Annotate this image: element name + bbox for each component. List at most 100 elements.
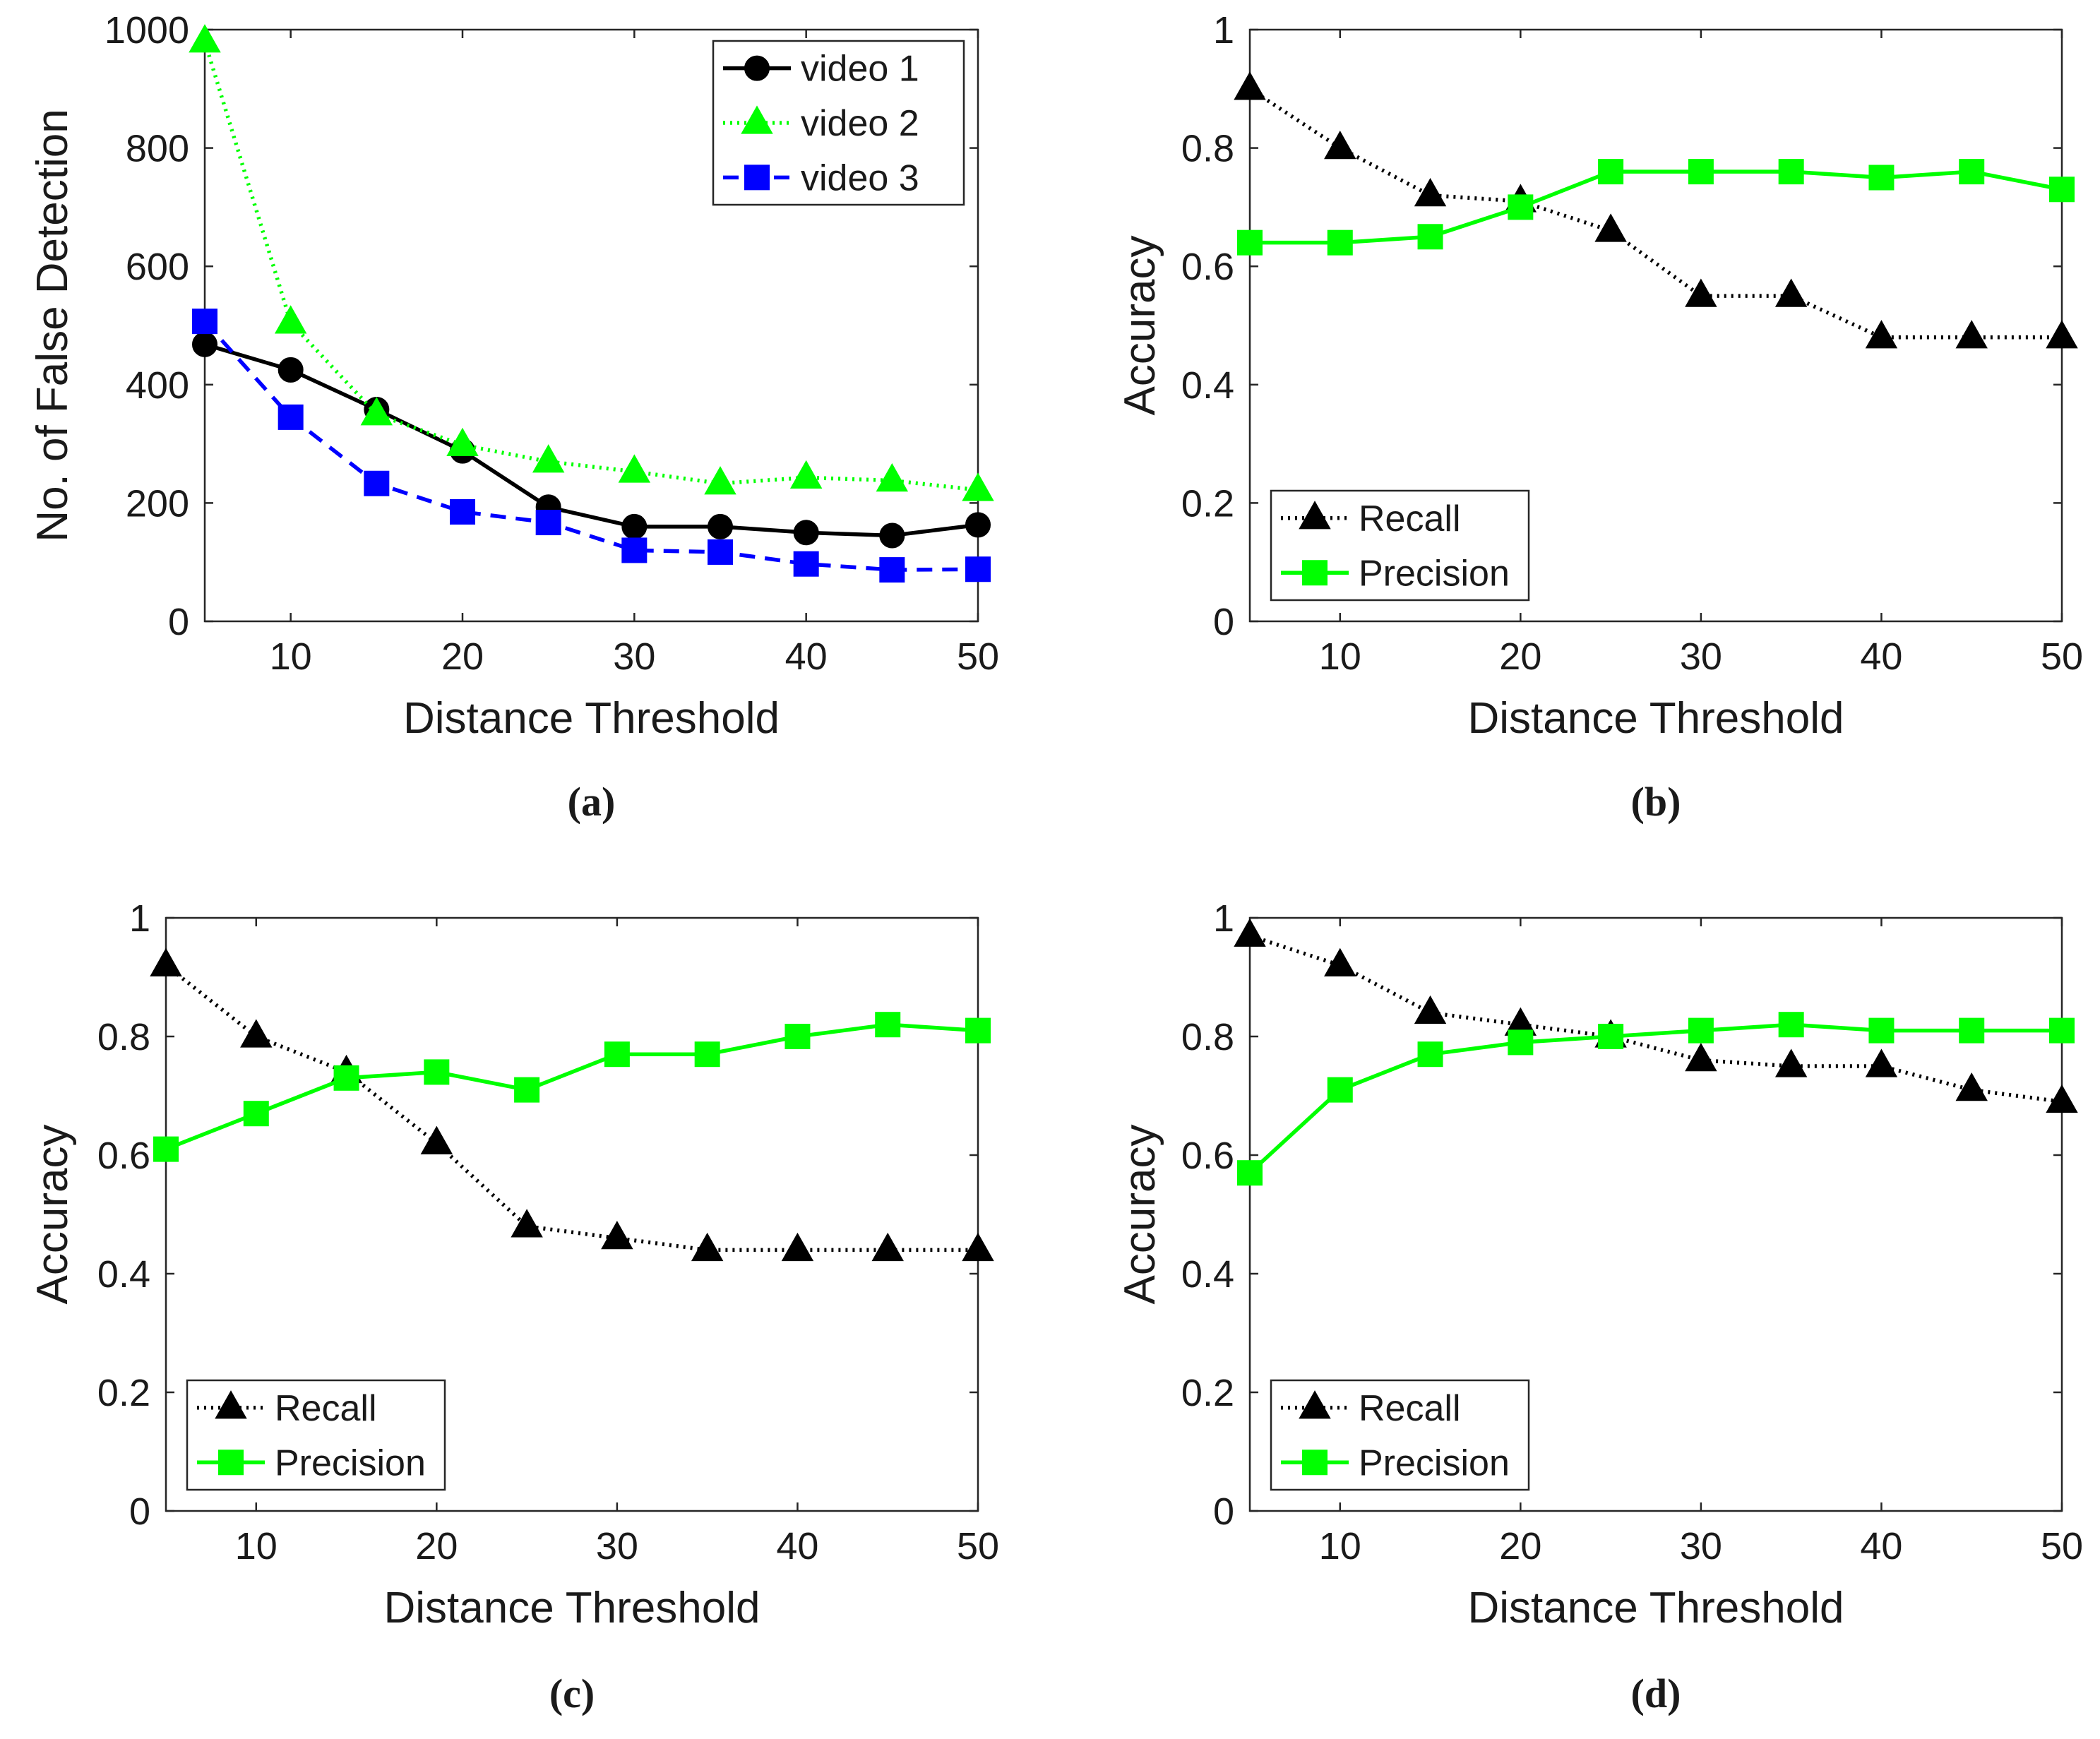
data-point <box>1237 1160 1263 1186</box>
legend-marker <box>741 105 773 134</box>
y-tick-label: 0.8 <box>97 1016 150 1058</box>
data-point <box>278 357 304 383</box>
data-point <box>1774 1048 1808 1077</box>
x-tick-label: 40 <box>1860 1525 1902 1567</box>
panel-caption: (b) <box>1631 779 1681 825</box>
data-point <box>1959 1017 1985 1044</box>
y-tick-label: 0.6 <box>97 1135 150 1177</box>
data-point <box>1414 178 1447 207</box>
data-point <box>708 539 733 565</box>
data-point <box>1598 159 1624 185</box>
y-tick-label: 1 <box>129 897 150 940</box>
series-recall <box>1234 918 2078 1113</box>
x-axis-label: Distance Threshold <box>1467 694 1844 743</box>
data-point <box>784 1024 811 1049</box>
x-tick-label: 30 <box>613 635 655 678</box>
data-point <box>965 512 991 538</box>
legend-marker <box>1302 560 1328 586</box>
data-point <box>450 498 475 525</box>
series-line <box>203 320 979 572</box>
data-point <box>2049 177 2075 203</box>
data-point <box>618 454 651 483</box>
y-tick-label: 1 <box>1213 897 1234 940</box>
legend-marker <box>1299 1390 1331 1419</box>
y-tick-label: 0 <box>1213 601 1234 643</box>
data-point <box>1234 71 1266 100</box>
data-point <box>704 466 736 495</box>
y-tick-label: 0.8 <box>1181 128 1234 170</box>
data-point <box>1327 1077 1353 1103</box>
legend-entry: video 1 <box>801 49 919 90</box>
x-tick-label: 20 <box>1499 1525 1541 1567</box>
data-point <box>621 537 648 563</box>
data-point <box>708 513 733 539</box>
y-tick-label: 0.2 <box>97 1372 150 1414</box>
data-point <box>243 1101 269 1127</box>
data-point <box>192 331 217 357</box>
data-point <box>274 305 307 334</box>
x-tick-label: 20 <box>1499 635 1541 678</box>
data-point <box>446 427 479 456</box>
legend-entry: video 3 <box>801 157 919 198</box>
x-tick-label: 30 <box>1680 1525 1722 1567</box>
data-point <box>694 1041 720 1068</box>
legend-marker <box>744 55 770 81</box>
data-point <box>965 1017 991 1044</box>
data-point <box>1594 213 1627 242</box>
x-tick-label: 50 <box>957 635 999 678</box>
panel-caption: (c) <box>549 1671 595 1716</box>
data-point <box>189 24 221 53</box>
data-point <box>1688 159 1714 185</box>
data-point <box>2046 320 2078 349</box>
series-video-3 <box>192 309 991 583</box>
data-point <box>514 1077 540 1103</box>
data-point <box>150 948 182 976</box>
legend: video 1 video 2 video 3 <box>712 40 965 206</box>
series-precision <box>1237 1012 2075 1186</box>
data-point <box>1688 1017 1714 1044</box>
data-point <box>1955 320 1988 349</box>
data-point <box>875 1012 901 1038</box>
legend-marker <box>218 1450 244 1476</box>
legend-marker <box>744 165 770 191</box>
data-point <box>604 1041 630 1068</box>
y-axis-label: Accuracy <box>1116 236 1164 416</box>
y-axis-label: Accuracy <box>1116 1125 1164 1305</box>
series-line <box>165 1022 979 1152</box>
legend-marker <box>1302 1450 1328 1476</box>
legend-entry: Precision <box>1359 1442 1510 1483</box>
series-line <box>204 342 979 538</box>
panel-caption: (d) <box>1631 1671 1681 1716</box>
data-point <box>691 1232 724 1262</box>
data-point <box>1508 1029 1534 1056</box>
x-tick-label: 10 <box>1319 635 1361 678</box>
data-point <box>1868 165 1895 191</box>
data-point <box>1868 1017 1895 1044</box>
data-point <box>511 1209 543 1238</box>
data-point <box>1598 1024 1624 1049</box>
series-video-2 <box>189 24 994 501</box>
data-point <box>965 556 991 582</box>
y-tick-label: 600 <box>126 246 189 288</box>
data-point <box>1685 1043 1717 1072</box>
data-point <box>1778 1012 1804 1038</box>
y-tick-label: 400 <box>126 364 189 407</box>
legend-marker <box>1299 501 1331 530</box>
y-tick-label: 800 <box>126 128 189 170</box>
chart-panel-a: 10 20 30 40 50 0 200 400 600 800 1000 Distance Thre… <box>28 9 999 825</box>
data-point <box>153 1136 179 1162</box>
x-tick-label: 50 <box>2041 1525 2083 1567</box>
legend: Recall Precision <box>1270 489 1530 602</box>
data-point <box>1865 320 1898 349</box>
data-point <box>1774 278 1808 307</box>
data-point <box>1778 159 1804 185</box>
data-point <box>1955 1072 1988 1101</box>
data-point <box>364 470 390 496</box>
data-point <box>1237 229 1263 256</box>
x-axis-label: Distance Threshold <box>383 1584 760 1632</box>
data-point <box>871 1232 904 1262</box>
legend-entry: Precision <box>275 1442 426 1483</box>
data-point <box>2046 1084 2078 1113</box>
y-tick-label: 0 <box>1213 1490 1234 1533</box>
legend-entry: video 2 <box>801 103 919 144</box>
